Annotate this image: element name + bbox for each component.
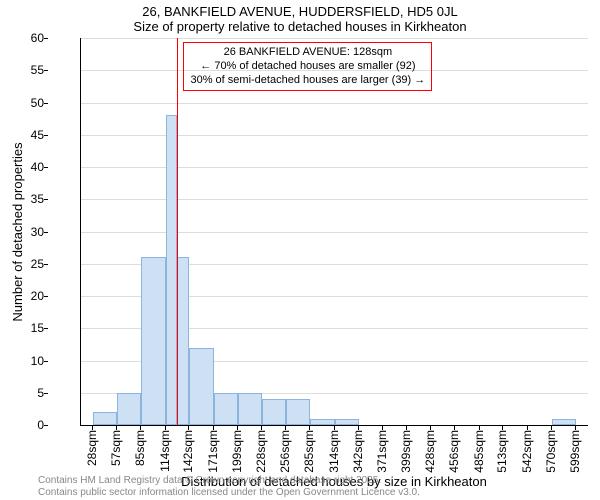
chart-title-line1: 26, BANKFIELD AVENUE, HUDDERSFIELD, HD5 … bbox=[0, 0, 600, 19]
y-tick-label: 30 bbox=[16, 225, 44, 239]
x-tick-label: 599sqm bbox=[568, 430, 582, 473]
y-tick-label: 25 bbox=[16, 257, 44, 271]
plot-area: 26 BANKFIELD AVENUE: 128sqm← 70% of deta… bbox=[80, 38, 588, 426]
x-tick-label: 542sqm bbox=[520, 430, 534, 473]
x-tick-label: 28sqm bbox=[85, 430, 99, 466]
footer-line2: Contains public sector information licen… bbox=[38, 487, 420, 499]
subject-callout-box: 26 BANKFIELD AVENUE: 128sqm← 70% of deta… bbox=[183, 42, 432, 91]
histogram-bar bbox=[335, 419, 359, 425]
histogram-bar bbox=[177, 257, 189, 425]
x-tick-label: 114sqm bbox=[158, 430, 172, 472]
x-tick-label: 570sqm bbox=[544, 430, 558, 473]
y-tick-label: 15 bbox=[16, 321, 44, 335]
histogram-bar bbox=[189, 348, 214, 425]
x-tick-label: 428sqm bbox=[423, 430, 437, 473]
x-tick-label: 314sqm bbox=[327, 430, 341, 473]
x-tick-label: 85sqm bbox=[133, 430, 147, 466]
attribution-footer: Contains HM Land Registry data © Crown c… bbox=[38, 475, 420, 498]
subject-marker-line bbox=[177, 38, 178, 425]
x-tick-label: 57sqm bbox=[109, 430, 123, 466]
histogram-bar bbox=[238, 393, 263, 425]
x-tick-label: 485sqm bbox=[472, 430, 486, 473]
x-tick-label: 171sqm bbox=[206, 430, 220, 473]
histogram-bar bbox=[93, 412, 118, 425]
y-tick-label: 10 bbox=[16, 354, 44, 368]
callout-line: 26 BANKFIELD AVENUE: 128sqm bbox=[190, 46, 425, 60]
chart-title-line2: Size of property relative to detached ho… bbox=[0, 19, 600, 36]
y-tick-label: 55 bbox=[16, 63, 44, 77]
x-tick-label: 256sqm bbox=[278, 430, 292, 473]
footer-line1: Contains HM Land Registry data © Crown c… bbox=[38, 475, 420, 487]
y-tick-label: 40 bbox=[16, 160, 44, 174]
property-size-chart: 26, BANKFIELD AVENUE, HUDDERSFIELD, HD5 … bbox=[0, 0, 600, 500]
y-axis-ticks: 051015202530354045505560 bbox=[48, 38, 76, 426]
x-tick-label: 285sqm bbox=[302, 430, 316, 473]
histogram-bar bbox=[552, 419, 577, 425]
histogram-bar bbox=[117, 393, 141, 425]
x-tick-label: 342sqm bbox=[351, 430, 365, 473]
y-tick-label: 0 bbox=[16, 418, 44, 432]
x-tick-label: 399sqm bbox=[399, 430, 413, 473]
y-tick-label: 60 bbox=[16, 31, 44, 45]
y-tick-label: 35 bbox=[16, 192, 44, 206]
y-tick-label: 50 bbox=[16, 96, 44, 110]
x-tick-label: 456sqm bbox=[447, 430, 461, 473]
y-tick-label: 5 bbox=[16, 386, 44, 400]
histogram-bars bbox=[81, 38, 588, 425]
y-tick-label: 45 bbox=[16, 128, 44, 142]
histogram-bar bbox=[286, 399, 311, 425]
histogram-bar bbox=[310, 419, 335, 425]
callout-line: ← 70% of detached houses are smaller (92… bbox=[190, 60, 425, 74]
x-tick-label: 371sqm bbox=[375, 430, 389, 473]
x-tick-label: 228sqm bbox=[254, 430, 268, 473]
callout-line: 30% of semi-detached houses are larger (… bbox=[190, 74, 425, 88]
histogram-bar bbox=[141, 257, 166, 425]
histogram-bar bbox=[262, 399, 286, 425]
y-tick-label: 20 bbox=[16, 289, 44, 303]
x-tick-label: 513sqm bbox=[495, 430, 509, 473]
histogram-bar bbox=[214, 393, 238, 425]
x-tick-label: 199sqm bbox=[230, 430, 244, 473]
histogram-bar bbox=[166, 115, 178, 425]
x-tick-label: 142sqm bbox=[181, 430, 195, 473]
plot-region: Number of detached properties 0510152025… bbox=[52, 38, 588, 426]
